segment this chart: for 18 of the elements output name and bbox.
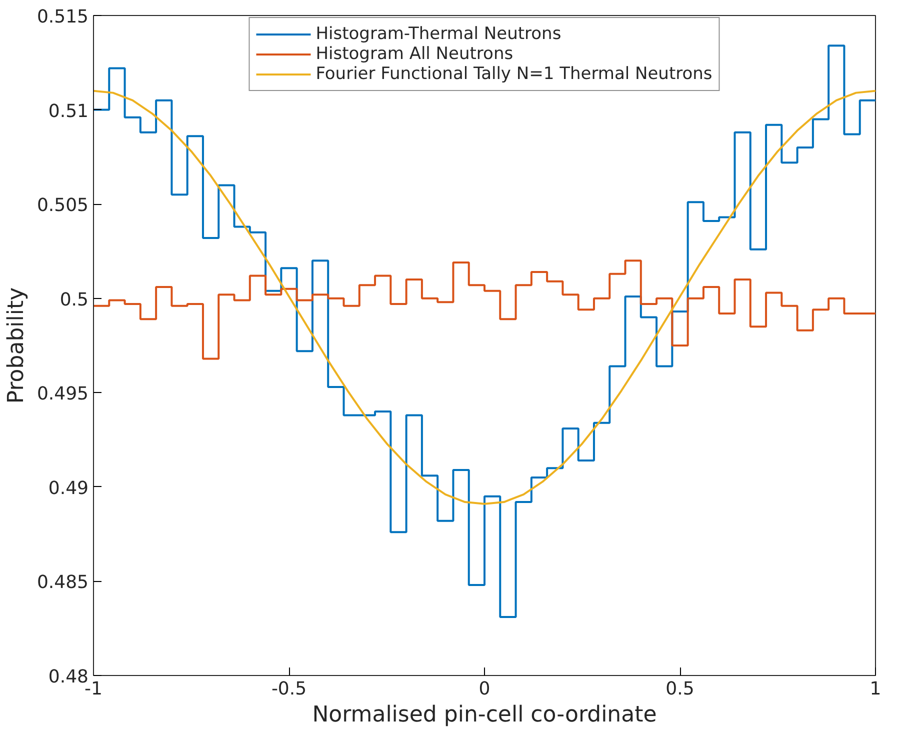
y-tick-label: 0.51 — [48, 100, 88, 122]
x-tick-label: 0 — [478, 678, 490, 700]
y-tick-label: 0.5 — [60, 289, 89, 310]
x-tick-label: 1 — [870, 678, 882, 700]
y-tick-label: 0.48 — [48, 666, 88, 688]
y-tick-label: 0.505 — [36, 195, 88, 216]
x-tick-label: 0.5 — [666, 678, 694, 700]
y-axis-title: Probability — [4, 287, 29, 404]
x-tick-label: -0.5 — [271, 678, 307, 700]
x-axis-title: Normalised pin-cell co-ordinate — [312, 702, 657, 728]
legend-label: Histogram-Thermal Neutrons — [316, 24, 562, 44]
y-tick-label: 0.49 — [48, 478, 88, 499]
legend-label: Histogram All Neutrons — [316, 44, 514, 64]
y-tick-label: 0.485 — [36, 572, 88, 594]
y-tick-label: 0.495 — [36, 384, 88, 405]
y-tick-label: 0.515 — [36, 6, 88, 28]
legend-label: Fourier Functional Tally N=1 Thermal Neutrons — [316, 64, 712, 84]
line-series — [94, 90, 876, 505]
